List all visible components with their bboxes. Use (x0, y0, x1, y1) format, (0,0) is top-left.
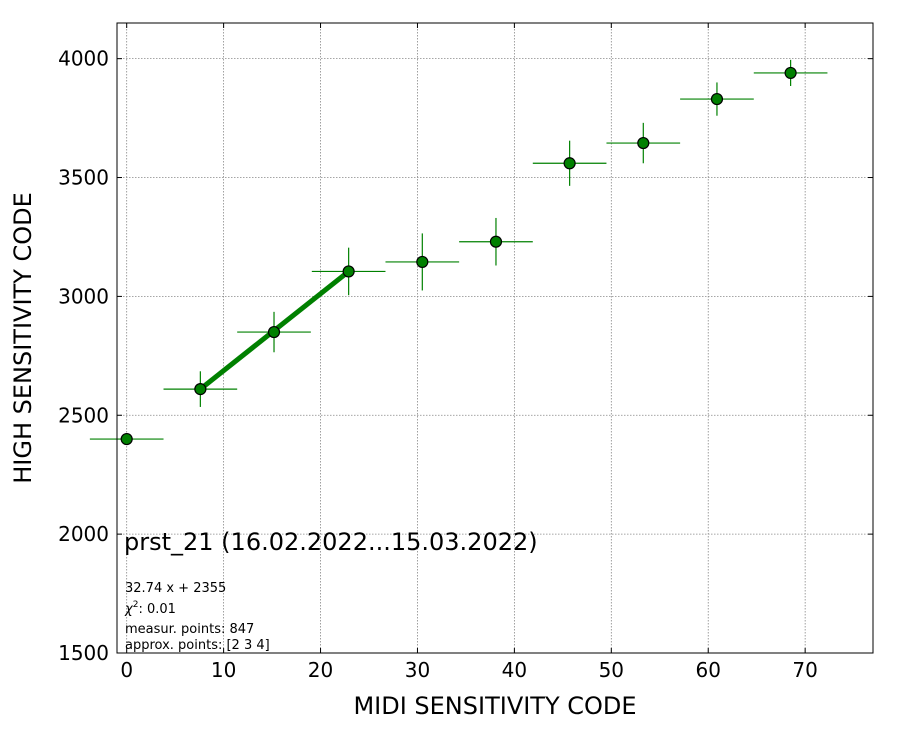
chi-value: : 0.01 (138, 602, 175, 617)
annotation-approx: approx. points: [2 3 4] (125, 638, 270, 653)
axis-ticks: 0 10 20 30 40 50 60 70 1500 2000 2500 3000 3500 4000 (58, 23, 873, 682)
x-tick-label: 40 (502, 658, 527, 682)
x-tick-label: 70 (792, 658, 817, 682)
y-tick-label: 1500 (58, 641, 109, 665)
x-tick-label: 50 (599, 658, 624, 682)
x-tick-label: 60 (696, 658, 721, 682)
data-point (342, 265, 355, 278)
y-tick-label: 3500 (58, 166, 109, 190)
data-point (710, 92, 724, 106)
annotation-chi: χ2: 0.01 (124, 600, 176, 617)
x-axis-title: MIDI SENSITIVITY CODE (353, 692, 636, 720)
annotation-title: prst_21 (16.02.2022...15.03.2022) (124, 528, 538, 556)
plot-frame (116, 22, 874, 654)
data-point (416, 255, 429, 269)
data-point-group (385, 233, 460, 291)
data-point-group (459, 217, 533, 266)
annotation-equation: 32.74 x + 2355 (125, 581, 226, 596)
y-tick-label: 3000 (58, 284, 109, 308)
data-point (120, 432, 133, 446)
y-tick-label: 4000 (58, 47, 109, 71)
data-point (637, 136, 650, 150)
data-point (563, 157, 576, 170)
chi-symbol: χ (124, 602, 134, 617)
data-point (194, 383, 207, 396)
x-tick-label: 20 (308, 658, 333, 682)
data-point-group (532, 140, 607, 186)
data-point-group (680, 82, 754, 116)
data-point (784, 66, 797, 80)
x-tick-label: 0 (120, 658, 133, 682)
data-point-group (163, 371, 238, 407)
y-tick-label: 2500 (58, 403, 109, 427)
x-tick-label: 10 (211, 658, 236, 682)
annotation-measured: measur. points: 847 (125, 622, 254, 637)
data-point-group (311, 247, 386, 296)
y-tick-label: 2000 (58, 522, 109, 546)
chi-superscript: 2 (133, 600, 139, 610)
x-tick-label: 30 (405, 658, 430, 682)
points-layer (89, 59, 828, 446)
data-point-group (237, 311, 311, 353)
data-point-group (753, 59, 828, 86)
data-point-group (89, 432, 164, 446)
y-axis-title: HIGH SENSITIVITY CODE (9, 192, 37, 484)
data-point (267, 325, 281, 339)
data-point-group (606, 122, 681, 164)
data-point (489, 235, 503, 248)
